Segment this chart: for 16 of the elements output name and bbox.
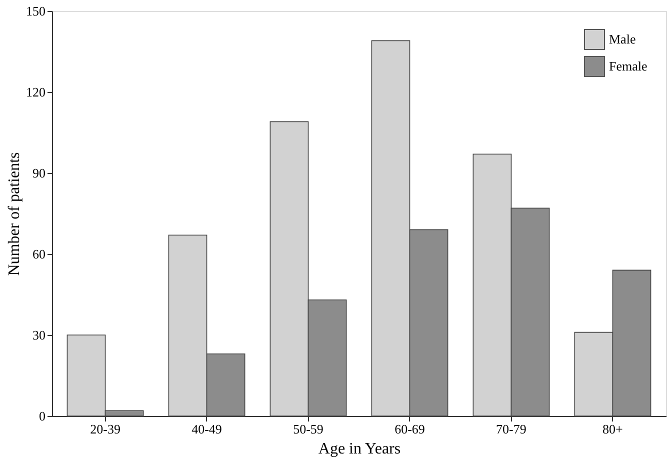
y-tick-label: 30 xyxy=(32,328,46,342)
y-tick-label: 0 xyxy=(39,408,46,424)
y-axis-title: Number of patients xyxy=(6,152,23,276)
x-axis-title: Age in Years xyxy=(318,440,401,458)
y-tick-label: 60 xyxy=(32,246,46,262)
x-tick-label: 60-69 xyxy=(394,422,425,436)
x-tick-label: 20-39 xyxy=(90,422,120,436)
y-tick-label: 150 xyxy=(26,4,46,18)
x-tick-label: 80+ xyxy=(602,422,623,436)
x-tick-label: 70-79 xyxy=(496,422,526,436)
legend-label: Male xyxy=(609,32,636,46)
x-tick-label: 40-49 xyxy=(192,422,222,436)
legend-label: Female xyxy=(609,58,648,74)
y-tick-label: 90 xyxy=(32,166,46,180)
y-tick-label: 120 xyxy=(26,84,46,100)
x-tick-label: 50-59 xyxy=(293,422,324,436)
